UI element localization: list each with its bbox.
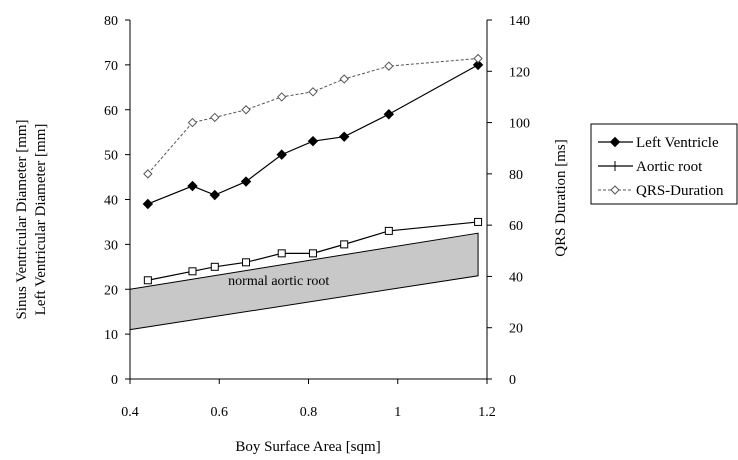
qrs-duration-point	[473, 53, 483, 64]
aortic-root-point	[474, 217, 483, 226]
qrs-duration-point	[277, 92, 287, 102]
aortic-root-point	[340, 240, 349, 249]
left-tick-label: 20	[104, 283, 118, 298]
left-ventricle-point	[142, 198, 154, 210]
left-ventricle-point	[472, 59, 484, 71]
aortic-root-point	[143, 276, 152, 285]
qrs-duration-point	[143, 169, 153, 179]
qrs-duration-point	[339, 74, 349, 84]
x-tick-label: 0.4	[121, 405, 139, 420]
qrs-duration-point	[210, 112, 220, 123]
aortic-root-point	[188, 267, 197, 276]
right-tick-label: 40	[509, 270, 523, 285]
x-tick-label: 0.8	[300, 405, 318, 420]
right-tick-label: 60	[509, 219, 523, 234]
left-axis-title-line-1: Sinus Ventricular Diameter [mm]	[14, 119, 30, 319]
x-tick-label: 0.6	[211, 405, 229, 420]
x-tick-label: 1	[394, 405, 401, 420]
left-ventricle-point	[209, 189, 220, 201]
aortic-root-point	[242, 258, 251, 267]
qrs-duration-point	[384, 61, 394, 71]
left-ventricle-point	[307, 135, 319, 147]
right-tick-label: 140	[509, 14, 530, 29]
left-ventricle-point	[338, 131, 350, 142]
left-tick-label: 30	[104, 238, 118, 253]
qrs-duration-point	[187, 117, 198, 128]
left-ventricle-point	[383, 109, 395, 120]
right-axis-title: QRS Duration [ms]	[553, 139, 569, 257]
band-layer: normal aortic root	[129, 232, 479, 331]
legend-label-qrs-duration: QRS-Duration	[636, 183, 724, 199]
x-axis-title: Boy Surface Area [sqm]	[235, 439, 380, 455]
right-tick-label: 20	[509, 322, 523, 337]
right-tick-label: 0	[509, 373, 516, 388]
legend-layer: Left Ventricle Aortic root QRS-Duration	[590, 123, 738, 205]
qrs-duration-line	[147, 57, 479, 175]
legend-label-aortic-root: Aortic root	[636, 159, 703, 175]
aortic-root-point	[210, 262, 219, 271]
band-label: normal aortic root	[228, 274, 329, 289]
legend-marker-qrs-duration	[610, 185, 620, 195]
left-tick-label: 10	[104, 328, 118, 343]
left-ventricle-line	[147, 64, 479, 205]
qrs-duration-point	[308, 87, 318, 97]
series-layer	[142, 53, 484, 285]
axes-layer: 0 10 20 30 40 50 60 70 80 0 20 40 60 80 100 120 140 0.4 0.…	[14, 14, 569, 455]
right-tick-label: 80	[509, 168, 523, 183]
left-tick-label: 80	[104, 14, 118, 29]
left-tick-label: 50	[104, 149, 118, 164]
aortic-root-point	[308, 249, 317, 258]
aortic-root-point	[277, 249, 286, 258]
left-ventricle-point	[240, 176, 252, 187]
left-tick-label: 40	[104, 194, 118, 209]
right-tick-label: 100	[509, 117, 530, 132]
qrs-duration-point	[241, 105, 251, 115]
left-ventricle-point	[187, 180, 198, 192]
left-tick-label: 60	[104, 104, 118, 119]
legend-marker-left-ventricle	[609, 136, 621, 148]
left-tick-label: 0	[111, 373, 118, 388]
aortic-root-point	[384, 226, 393, 235]
legend-label-left-ventricle: Left Ventricle	[636, 135, 719, 151]
right-tick-label: 120	[509, 65, 530, 80]
left-ventricle-point	[276, 149, 287, 160]
left-tick-label: 70	[104, 59, 118, 74]
left-axis-title-line-2: Left Ventricular Diameter [mm]	[33, 124, 49, 316]
x-tick-label: 1.2	[478, 405, 496, 420]
